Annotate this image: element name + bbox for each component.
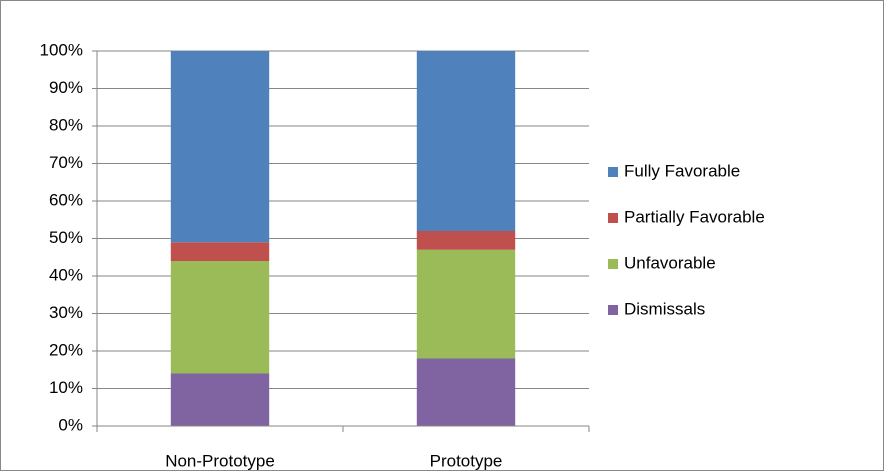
bar-segment	[416, 249, 516, 359]
x-tick-label: Non-Prototype	[165, 451, 275, 470]
legend-label: Partially Favorable	[624, 207, 765, 226]
bar-segment	[416, 358, 516, 426]
y-tick-label: 0%	[58, 415, 83, 434]
bar-segment	[170, 242, 270, 261]
legend-swatch	[608, 305, 618, 315]
legend-swatch	[608, 213, 618, 223]
y-tick-label: 90%	[49, 78, 83, 97]
bar-segment	[170, 261, 270, 374]
y-tick-label: 10%	[49, 378, 83, 397]
y-tick-label: 70%	[49, 153, 83, 172]
y-tick-label: 40%	[49, 265, 83, 284]
bar-segment	[170, 373, 270, 426]
legend-label: Fully Favorable	[624, 161, 740, 180]
legend-swatch	[608, 167, 618, 177]
y-tick-label: 100%	[40, 40, 83, 59]
y-tick-label: 50%	[49, 228, 83, 247]
bar-segment	[416, 51, 516, 231]
bar-segment	[170, 51, 270, 243]
legend-label: Dismissals	[624, 299, 705, 318]
y-tick-label: 80%	[49, 115, 83, 134]
legend-swatch	[608, 259, 618, 269]
y-tick-label: 60%	[49, 190, 83, 209]
legend-label: Unfavorable	[624, 253, 716, 272]
bar-segment	[416, 231, 516, 250]
x-tick-label: Prototype	[430, 451, 503, 470]
y-tick-label: 20%	[49, 340, 83, 359]
y-tick-label: 30%	[49, 303, 83, 322]
